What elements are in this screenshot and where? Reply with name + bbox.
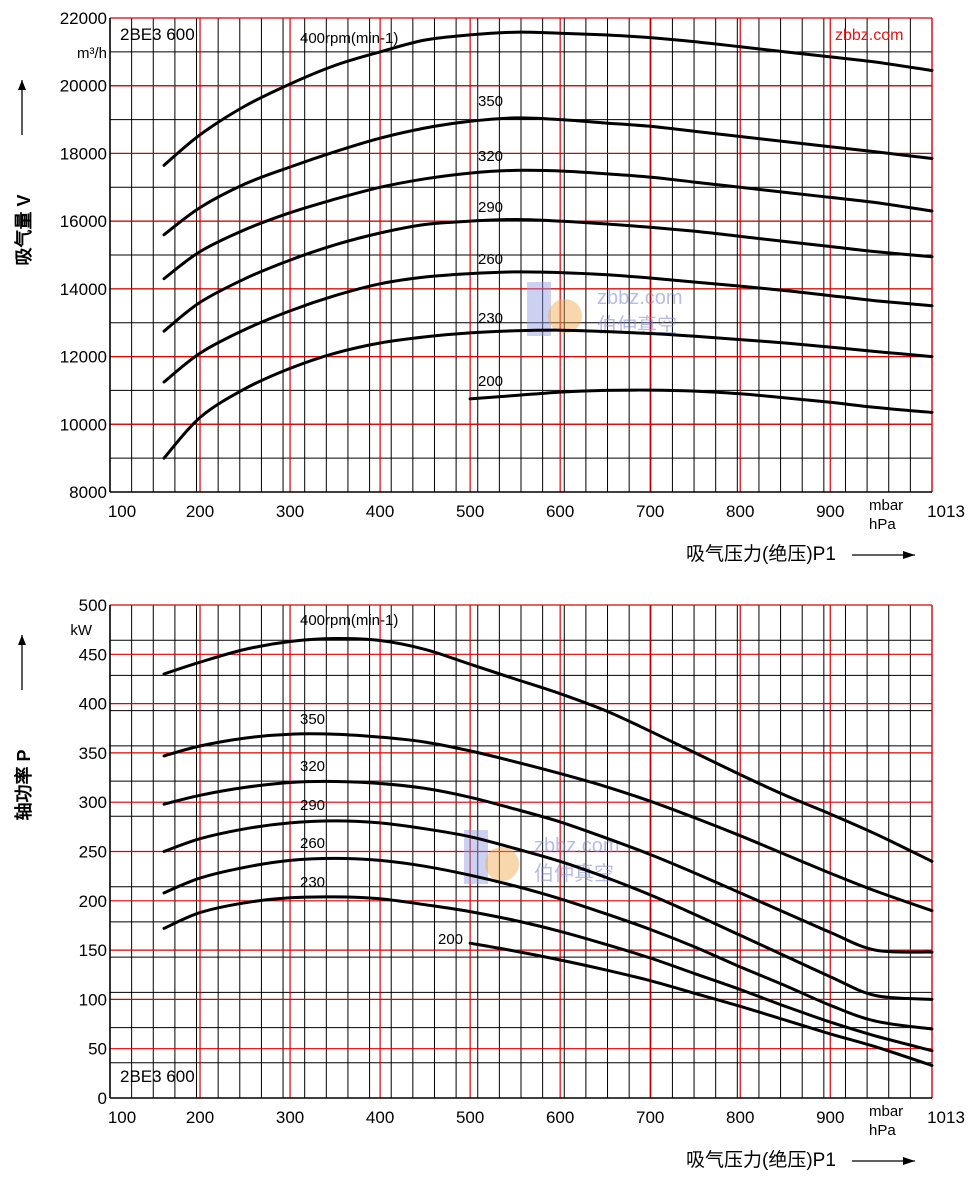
x-tick-label: 200 bbox=[186, 1108, 214, 1127]
site-mark: zbbz.com bbox=[835, 27, 903, 44]
x-tick-label: 200 bbox=[186, 502, 214, 521]
x-axis-title: 吸气压力(绝压)P1 bbox=[686, 543, 836, 565]
series-label: 400rpm(min-1) bbox=[300, 612, 398, 629]
y-tick-label: 350 bbox=[79, 744, 107, 763]
y-axis-arrowhead bbox=[18, 80, 26, 90]
y-tick-label: 150 bbox=[79, 941, 107, 960]
series-line-2 bbox=[162, 779, 934, 954]
series-label: 200 bbox=[478, 373, 503, 390]
y-tick-label: 8000 bbox=[69, 483, 107, 502]
y-tick-label: 20000 bbox=[60, 77, 107, 96]
series-lines bbox=[162, 30, 934, 460]
watermark-name: 伯仲真空 bbox=[534, 862, 614, 885]
series-line-4 bbox=[162, 856, 934, 1031]
shaft-power-chart: 100 200 300 400 500 600 700 800 900 1013 0 50 100 150… bbox=[13, 596, 965, 1171]
series-label: 320 bbox=[300, 758, 325, 775]
series-line-1 bbox=[162, 116, 934, 237]
series-lines bbox=[162, 636, 934, 1067]
y-tick-label: 250 bbox=[79, 843, 107, 862]
series-line-0 bbox=[162, 30, 934, 167]
watermark-url: zbbz.com bbox=[597, 287, 683, 309]
y-tick-label: 0 bbox=[98, 1089, 107, 1108]
grid bbox=[110, 18, 932, 492]
x-tick-label: 400 bbox=[366, 1108, 394, 1127]
major-grid bbox=[110, 17, 933, 492]
y-tick-label: 300 bbox=[79, 793, 107, 812]
watermark-logo-bar bbox=[527, 282, 551, 336]
x-tick-label: 600 bbox=[546, 1108, 574, 1127]
x-tick-label: 500 bbox=[456, 1108, 484, 1127]
y-tick-label: 400 bbox=[79, 695, 107, 714]
series-line-4 bbox=[162, 270, 934, 384]
y-unit-label: m³/h bbox=[77, 45, 107, 62]
y-axis-arrowhead bbox=[18, 635, 26, 645]
watermark-logo-circle bbox=[548, 299, 582, 333]
series-line-5 bbox=[162, 328, 934, 460]
x-tick-label: 700 bbox=[636, 1108, 664, 1127]
series-label: 290 bbox=[300, 797, 325, 814]
series-label: 230 bbox=[478, 310, 503, 327]
intake-volume-chart: 100 200 300 400 500 600 700 800 900 1013 8000 10000… bbox=[13, 9, 965, 565]
x-tick-label: 800 bbox=[726, 1108, 754, 1127]
series-line-6 bbox=[468, 388, 934, 414]
x-unit-label: hPa bbox=[869, 1122, 896, 1139]
y-unit-label: kW bbox=[70, 622, 93, 639]
y-tick-label: 22000 bbox=[60, 9, 107, 28]
x-tick-label: 100 bbox=[108, 502, 136, 521]
y-axis-title: 轴功率 P bbox=[13, 749, 34, 820]
model-label: 2BE3 600 bbox=[120, 25, 195, 44]
x-tick-label: 600 bbox=[546, 502, 574, 521]
x-tick-label: 500 bbox=[456, 502, 484, 521]
series-label: 260 bbox=[300, 835, 325, 852]
x-tick-label: 900 bbox=[816, 502, 844, 521]
x-tick-label: 1013 bbox=[927, 1108, 965, 1127]
series-label: 200 bbox=[438, 931, 463, 948]
x-tick-label: 300 bbox=[276, 502, 304, 521]
series-label: 400rpm(min-1) bbox=[300, 30, 398, 47]
x-tick-label: 900 bbox=[816, 1108, 844, 1127]
series-label: 350 bbox=[300, 711, 325, 728]
major-grid bbox=[110, 604, 933, 1098]
y-tick-label: 450 bbox=[79, 645, 107, 664]
series-label: 260 bbox=[478, 251, 503, 268]
watermark-logo-circle bbox=[485, 847, 519, 881]
x-unit-label: hPa bbox=[869, 516, 896, 533]
y-tick-label: 10000 bbox=[60, 415, 107, 434]
x-tick-label: 100 bbox=[108, 1108, 136, 1127]
x-axis-arrowhead bbox=[903, 551, 915, 559]
series-line-0 bbox=[162, 636, 934, 863]
y-tick-label: 12000 bbox=[60, 348, 107, 367]
series-label: 230 bbox=[300, 874, 325, 891]
y-axis-title: 吸气量 V bbox=[13, 194, 34, 265]
series-line-5 bbox=[162, 895, 934, 1053]
y-tick-label: 18000 bbox=[60, 144, 107, 163]
series-line-1 bbox=[162, 732, 934, 913]
x-unit-label: mbar bbox=[869, 1103, 903, 1120]
series-label: 290 bbox=[478, 199, 503, 216]
watermark-url: zbbz.com bbox=[534, 835, 620, 857]
series-label: 350 bbox=[478, 93, 503, 110]
x-tick-label: 700 bbox=[636, 502, 664, 521]
y-tick-label: 500 bbox=[79, 596, 107, 615]
series-line-2 bbox=[162, 168, 934, 281]
model-label: 2BE3 600 bbox=[120, 1067, 195, 1086]
series-line-3 bbox=[162, 819, 934, 1001]
y-tick-label: 200 bbox=[79, 892, 107, 911]
y-tick-label: 100 bbox=[79, 990, 107, 1009]
y-tick-label: 16000 bbox=[60, 212, 107, 231]
x-axis-arrowhead bbox=[903, 1157, 915, 1165]
series-label: 320 bbox=[478, 148, 503, 165]
x-tick-label: 1013 bbox=[927, 502, 965, 521]
series-line-6 bbox=[468, 941, 934, 1067]
y-tick-label: 50 bbox=[88, 1040, 107, 1059]
x-tick-label: 800 bbox=[726, 502, 754, 521]
x-tick-label: 400 bbox=[366, 502, 394, 521]
y-tick-label: 14000 bbox=[60, 280, 107, 299]
series-line-3 bbox=[162, 218, 934, 333]
x-tick-label: 300 bbox=[276, 1108, 304, 1127]
x-axis-title: 吸气压力(绝压)P1 bbox=[686, 1149, 836, 1171]
x-unit-label: mbar bbox=[869, 497, 903, 514]
